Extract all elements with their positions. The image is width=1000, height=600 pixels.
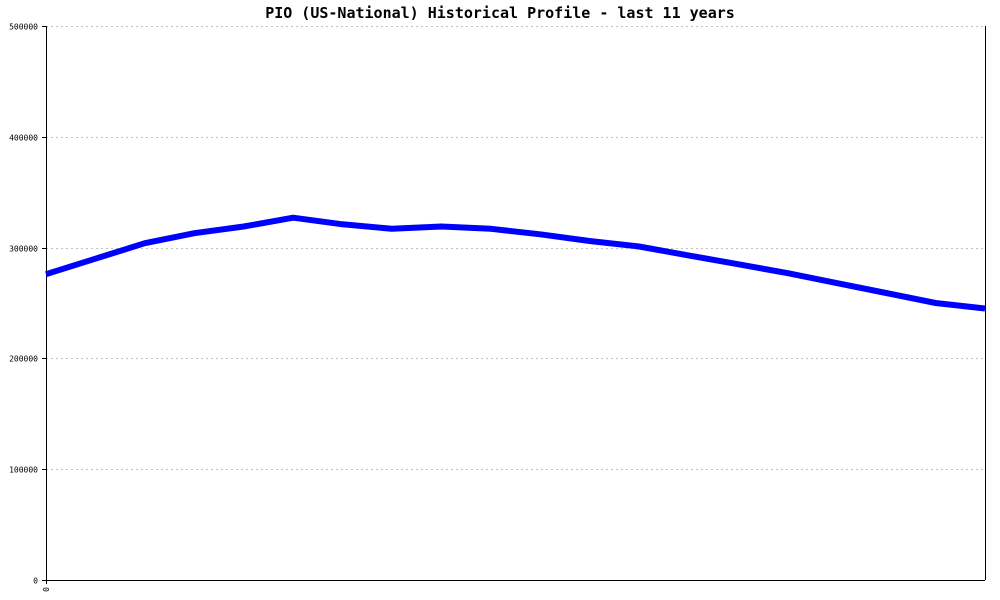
x-tick-label: 0 [42,587,51,592]
chart-axes [46,26,986,581]
chart-title: PIO (US-National) Historical Profile - l… [265,4,735,22]
y-axis-ticks: 0 100000 200000 300000 400000 500000 [9,23,46,586]
x-axis-ticks: 0 [42,580,51,592]
y-tick-label: 0 [33,577,38,586]
series-layer [45,214,986,312]
y-tick-label: 200000 [9,355,38,364]
y-tick-label: 100000 [9,466,38,475]
y-tick-label: 500000 [9,23,38,32]
series-line-0 [45,214,986,312]
y-tick-label: 300000 [9,245,38,254]
y-tick-label: 400000 [9,134,38,143]
grid-lines [46,26,985,470]
